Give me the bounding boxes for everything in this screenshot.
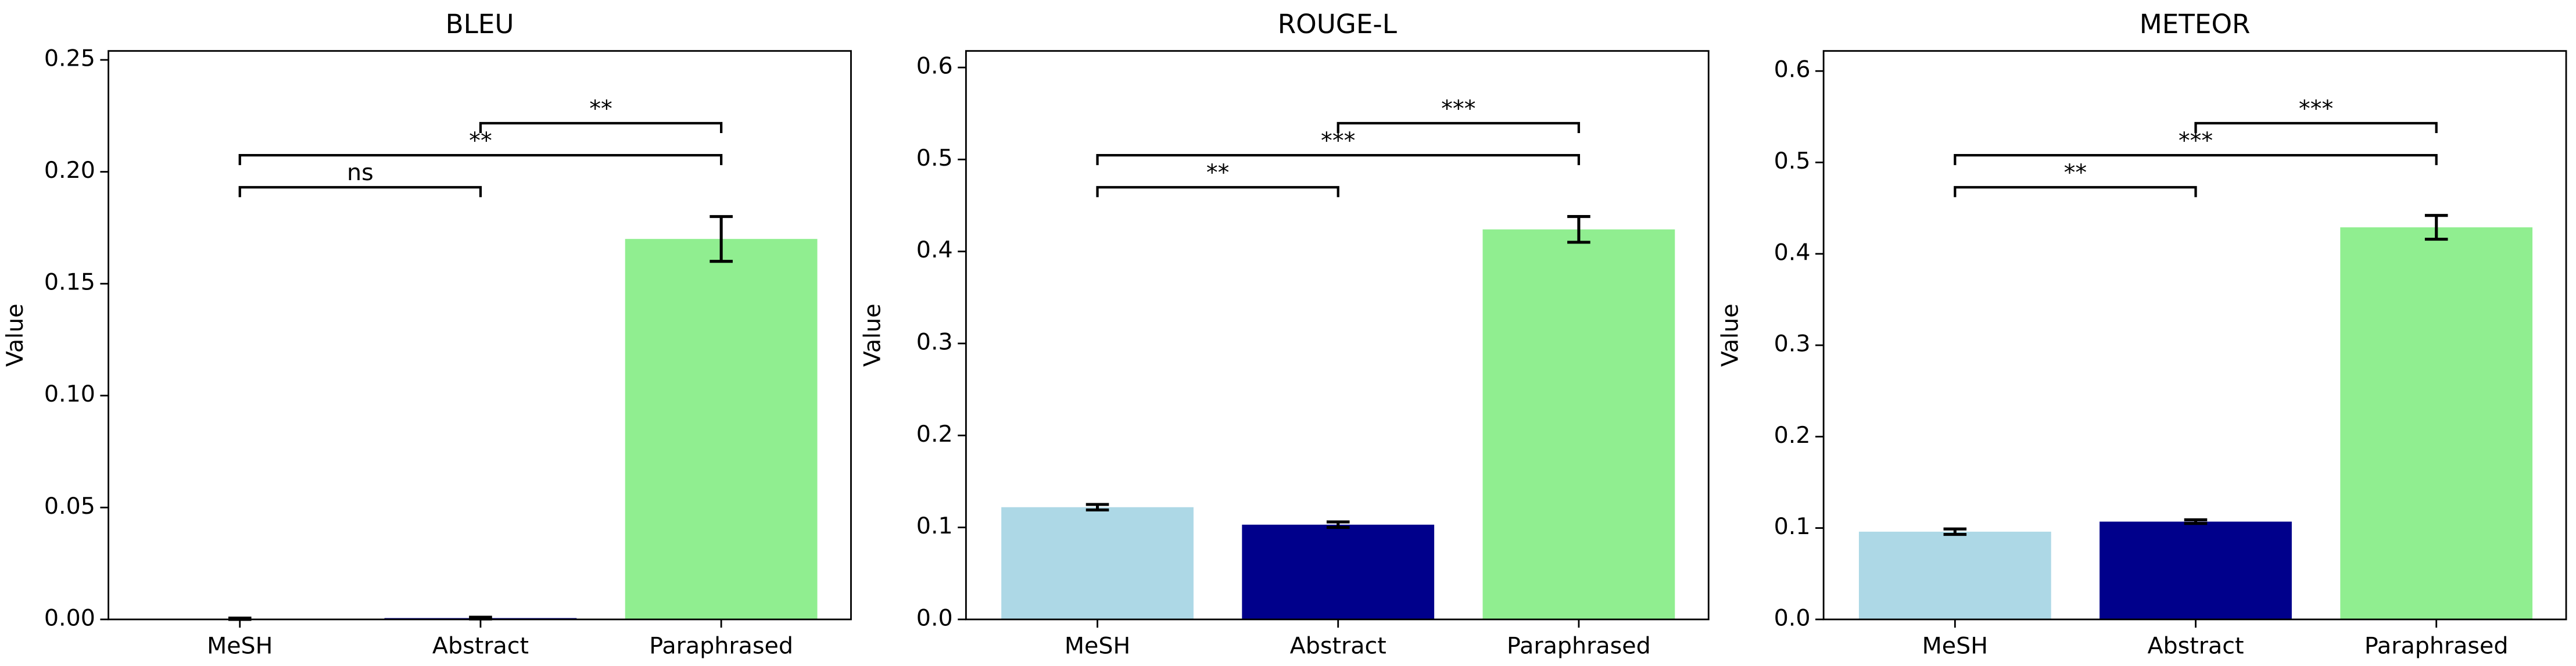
y-axis-label: Value — [859, 303, 886, 367]
y-tick-label: 0.2 — [916, 421, 953, 447]
error-bar — [2184, 518, 2208, 525]
significance-bracket — [1337, 121, 1581, 134]
bar — [1858, 531, 2051, 620]
significance-label: ** — [1206, 159, 1230, 186]
chart-title: ROUGE-L — [1278, 9, 1397, 40]
significance-label: ** — [2064, 159, 2087, 186]
significance-bracket — [238, 154, 723, 166]
x-tick-label: Abstract — [432, 632, 529, 659]
error-bar — [1085, 503, 1109, 512]
significance-bracket — [1096, 186, 1339, 198]
y-tick-label: 0.6 — [916, 53, 953, 80]
error-bar — [710, 215, 733, 263]
x-tick-label: Abstract — [1290, 632, 1386, 659]
significance-bracket — [1096, 154, 1581, 166]
bar — [625, 239, 818, 620]
y-tick-label: 0.00 — [44, 604, 95, 631]
y-tick-label: 0.5 — [1774, 148, 1811, 174]
x-tick-label: Abstract — [2147, 632, 2244, 659]
y-tick-label: 0.10 — [44, 381, 95, 407]
significance-bracket — [1954, 186, 2197, 198]
significance-bracket — [238, 186, 482, 198]
y-tick-label: 0.15 — [44, 269, 95, 296]
significance-label: ** — [589, 95, 612, 122]
x-tick-label: MeSH — [207, 632, 273, 659]
significance-label: ns — [347, 159, 374, 186]
x-tick-label: Paraphrased — [2364, 632, 2509, 659]
bar — [1001, 507, 1194, 620]
x-tick-label: MeSH — [1065, 632, 1130, 659]
y-tick-label: 0.1 — [1774, 513, 1811, 540]
y-tick-label: 0.25 — [44, 45, 95, 72]
bar — [1242, 524, 1435, 620]
y-tick-label: 0.4 — [916, 237, 953, 263]
error-bar — [1567, 215, 1590, 244]
y-tick-label: 0.3 — [916, 328, 953, 355]
y-tick-label: 0.4 — [1774, 239, 1811, 266]
y-tick-label: 0.0 — [1774, 604, 1811, 631]
significance-bracket — [479, 121, 723, 134]
significance-bracket — [1954, 154, 2438, 166]
y-tick-label: 0.6 — [1774, 56, 1811, 83]
chart-title: BLEU — [446, 9, 514, 40]
y-tick-label: 0.5 — [916, 145, 953, 171]
y-tick-label: 0.1 — [916, 513, 953, 539]
x-tick-label: Paraphrased — [1507, 632, 1651, 659]
y-tick-label: 0.0 — [916, 604, 953, 631]
y-tick-label: 0.05 — [44, 493, 95, 520]
y-tick-label: 0.2 — [1774, 422, 1811, 449]
chart-title: METEOR — [2140, 9, 2251, 40]
significance-bracket — [2194, 121, 2438, 134]
error-bar — [1943, 527, 1967, 536]
y-tick-label: 0.3 — [1774, 331, 1811, 357]
significance-label: *** — [2299, 95, 2333, 122]
bar — [2340, 227, 2533, 620]
y-tick-label: 0.20 — [44, 157, 95, 184]
bar — [2100, 521, 2292, 620]
bar — [1482, 229, 1675, 620]
y-axis-label: Value — [2, 303, 28, 367]
plot-frame — [1822, 50, 2567, 621]
y-axis-label: Value — [1717, 303, 1743, 367]
error-bar — [1326, 520, 1350, 529]
plot-frame — [108, 50, 852, 621]
x-tick-label: MeSH — [1922, 632, 1988, 659]
plot-frame — [965, 50, 1710, 621]
error-bar — [2424, 214, 2448, 241]
significance-label: *** — [1441, 95, 1475, 122]
x-tick-label: Paraphrased — [649, 632, 793, 659]
